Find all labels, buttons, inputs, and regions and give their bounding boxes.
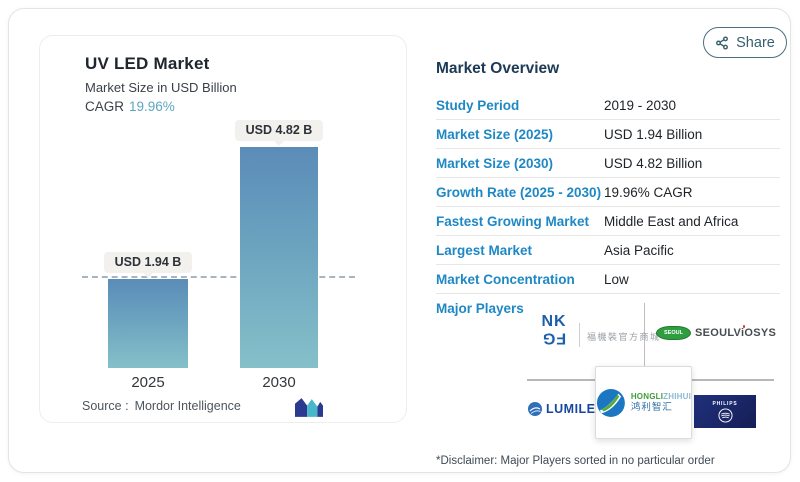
table-row: Fastest Growing Market Middle East and Af…: [436, 207, 780, 236]
share-button-label: Share: [736, 34, 775, 51]
logo-hongli-zhihui: HONGLIZHIHUI 鸿利智汇: [595, 366, 692, 439]
share-icon: [716, 35, 729, 50]
nkfg-bottom-text: FG: [541, 329, 567, 347]
row-label: Market Size (2030): [436, 155, 554, 171]
seoul-badge: SEOUL: [656, 326, 691, 340]
x-axis-label-2025: 2025: [131, 374, 165, 391]
row-label: Fastest Growing Market: [436, 213, 590, 229]
row-value: USD 1.94 Billion: [604, 126, 703, 142]
philips-shield-icon: [717, 407, 733, 423]
chart-cagr: CAGR 19.96%: [85, 99, 175, 114]
market-chart-card: UV LED Market Market Size in USD Billion…: [39, 35, 407, 423]
row-value: Middle East and Africa: [604, 213, 739, 229]
philips-text: PHILIPS: [712, 400, 738, 407]
row-value: USD 4.82 Billion: [604, 155, 703, 171]
lumileds-globe-icon: [528, 402, 542, 416]
logo-seoul-viosys: SEOUL SEOULViOSYS: [656, 326, 776, 340]
major-players-heading: Major Players: [436, 301, 524, 316]
logo-philips: PHILIPS: [694, 395, 756, 428]
table-row: Market Concentration Low: [436, 265, 780, 294]
hongli-texts: HONGLIZHIHUI 鸿利智汇: [630, 391, 691, 413]
source-label: Source :: [82, 399, 129, 413]
table-row: Growth Rate (2025 - 2030) 19.96% CAGR: [436, 178, 780, 207]
source-value: Mordor Intelligence: [134, 399, 241, 413]
bar-2025: [108, 279, 188, 368]
nkfg-top-text: NK: [541, 313, 567, 330]
bar-label-2030: USD 4.82 B: [235, 120, 323, 146]
row-label: Largest Market: [436, 242, 533, 258]
x-axis-label-2030: 2030: [262, 374, 296, 391]
cagr-value: 19.96%: [129, 99, 175, 114]
hongli-circle-icon: [596, 388, 625, 417]
reference-dashed-line: [82, 276, 355, 278]
row-label: Study Period: [436, 97, 520, 113]
players-vertical-divider: [644, 303, 645, 366]
row-label: Market Size (2025): [436, 126, 554, 142]
chart-subtitle: Market Size in USD Billion: [85, 80, 237, 95]
overview-table: Study Period 2019 - 2030 Market Size (202…: [436, 91, 780, 294]
table-row: Market Size (2030) USD 4.82 Billion: [436, 149, 780, 178]
overview-heading: Market Overview: [436, 60, 560, 77]
row-value: Asia Pacific: [604, 242, 674, 258]
bar-chart-plot: USD 1.94 B USD 4.82 B: [40, 106, 408, 368]
row-value: 19.96% CAGR: [604, 184, 693, 200]
share-button[interactable]: Share: [703, 27, 787, 58]
players-disclaimer: *Disclaimer: Major Players sorted in no …: [436, 455, 715, 467]
seoul-viosys-text: SEOULViOSYS: [694, 327, 777, 339]
report-card: Share UV LED Market Market Size in USD B…: [8, 8, 791, 473]
table-row: Market Size (2025) USD 1.94 Billion: [436, 120, 780, 149]
row-value: Low: [604, 271, 629, 287]
row-label: Market Concentration: [436, 271, 575, 287]
row-label: Growth Rate (2025 - 2030): [436, 184, 602, 200]
cagr-label: CAGR: [85, 99, 125, 114]
bar-2030: [240, 147, 318, 368]
source-row: Source : Mordor Intelligence: [82, 399, 241, 413]
table-row: Largest Market Asia Pacific: [436, 236, 780, 265]
nkfg-caption: 福機裝官方商城: [587, 332, 661, 342]
logo-nkfg: NK FG: [537, 313, 571, 347]
bar-label-2025: USD 1.94 B: [104, 252, 192, 278]
nkfg-separator: [579, 323, 580, 347]
chart-title: UV LED Market: [85, 54, 210, 73]
mordor-intelligence-logo-icon: [295, 398, 323, 417]
table-row: Study Period 2019 - 2030: [436, 91, 780, 120]
row-value: 2019 - 2030: [604, 97, 677, 113]
